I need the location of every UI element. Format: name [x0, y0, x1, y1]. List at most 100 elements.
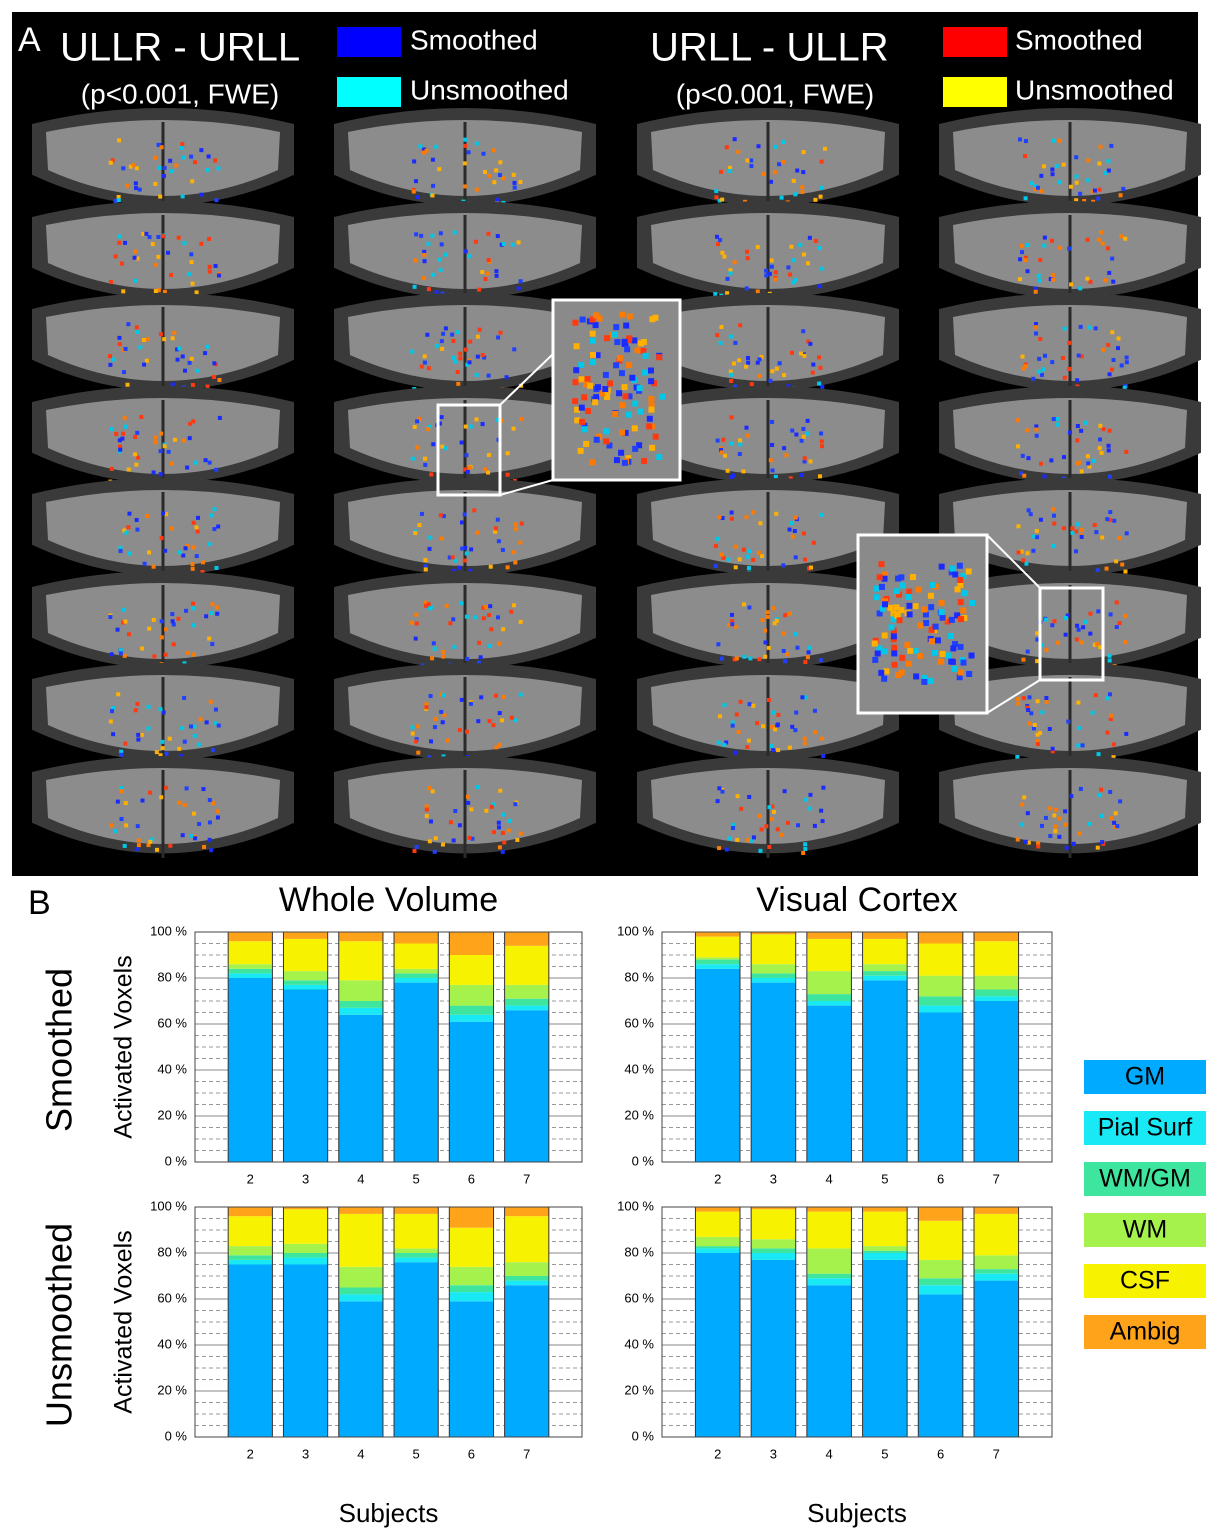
inset-blob: [599, 390, 606, 397]
bar-segment: [338, 1287, 383, 1295]
activation-blob: [1021, 696, 1026, 701]
activation-blob: [519, 521, 524, 526]
bar-segment: [806, 1285, 852, 1437]
inset-blob: [656, 354, 663, 361]
activation-blob: [156, 234, 161, 239]
activation-blob: [118, 651, 123, 656]
activation-blob: [187, 436, 192, 441]
bar-segment: [918, 1278, 963, 1286]
activation-blob: [462, 512, 467, 517]
activation-blob: [734, 624, 739, 629]
bar-segment: [283, 1264, 328, 1437]
activation-blob: [110, 158, 115, 163]
activation-blob: [177, 800, 182, 805]
legend-label: WM/GM: [1099, 1165, 1191, 1193]
activation-blob: [180, 354, 185, 359]
inset-blob: [642, 369, 649, 376]
activation-blob: [747, 702, 752, 707]
activation-blob: [137, 187, 142, 192]
activation-blob: [1107, 692, 1112, 697]
activation-blob: [715, 438, 720, 443]
activation-blob: [1023, 196, 1028, 201]
activation-blob: [421, 150, 426, 155]
activation-blob: [191, 606, 196, 611]
activation-blob: [453, 359, 458, 364]
activation-blob: [424, 702, 429, 707]
activation-blob: [1074, 198, 1079, 203]
activation-blob: [787, 745, 792, 750]
activation-blob: [1106, 342, 1111, 347]
legend-swatch: [943, 27, 1007, 57]
x-tick-label: 7: [993, 1171, 1000, 1186]
inset-blob: [651, 380, 658, 387]
activation-blob: [755, 360, 760, 365]
activation-blob: [428, 819, 433, 824]
bar-segment: [751, 1259, 796, 1437]
activation-blob: [150, 837, 155, 842]
activation-blob: [728, 369, 733, 374]
bar-segment: [283, 971, 328, 981]
activation-blob: [1035, 699, 1040, 704]
activation-blob: [1017, 277, 1022, 282]
activation-blob: [734, 712, 739, 717]
activation-blob: [1079, 534, 1084, 539]
activation-blob: [1108, 789, 1113, 794]
bar-segment: [862, 932, 908, 939]
x-tick-label: 3: [770, 1171, 777, 1186]
activation-blob: [1019, 549, 1024, 554]
activation-blob: [443, 252, 448, 257]
activation-blob: [115, 799, 120, 804]
activation-blob: [467, 465, 472, 470]
activation-blob: [819, 185, 824, 190]
inset-blob: [647, 367, 654, 374]
inset-blob: [873, 594, 880, 601]
inset-blob: [626, 361, 633, 368]
activation-blob: [1080, 640, 1085, 645]
activation-blob: [730, 720, 735, 725]
activation-blob: [518, 179, 523, 184]
activation-blob: [1078, 786, 1083, 791]
activation-blob: [1049, 458, 1054, 463]
inset-blob: [939, 614, 946, 621]
activation-blob: [718, 341, 723, 346]
activation-blob: [194, 290, 199, 295]
zoom-connector: [986, 534, 1041, 589]
activation-blob: [799, 438, 804, 443]
activation-blob: [512, 185, 517, 190]
inset-blob: [912, 647, 919, 654]
activation-blob: [1024, 561, 1029, 566]
activation-blob: [439, 339, 444, 344]
inset-blob: [921, 606, 928, 613]
x-tick-label: 3: [302, 1171, 309, 1186]
bar-segment: [504, 1207, 549, 1217]
activation-blob: [430, 233, 435, 238]
activation-blob: [776, 748, 781, 753]
activation-blob: [744, 286, 749, 291]
inset-blob: [633, 384, 640, 391]
activation-blob: [751, 510, 756, 515]
activation-blob: [422, 354, 427, 359]
activation-blob: [1095, 568, 1100, 573]
bar-segment: [394, 1262, 439, 1437]
activation-blob: [732, 137, 737, 142]
activation-blob: [184, 786, 189, 791]
activation-blob: [782, 789, 787, 794]
activation-blob: [1039, 823, 1044, 828]
y-tick-label: 20 %: [157, 1382, 187, 1397]
activation-blob: [792, 258, 797, 263]
activation-blob: [169, 169, 174, 174]
inset-blob: [619, 402, 626, 409]
activation-blob: [199, 192, 204, 197]
activation-blob: [1087, 464, 1092, 469]
bar-segment: [974, 989, 1019, 997]
activation-blob: [727, 836, 732, 841]
activation-blob: [1114, 600, 1119, 605]
activation-blob: [1124, 355, 1129, 360]
activation-blob: [730, 622, 735, 627]
activation-blob: [1119, 363, 1124, 368]
activation-blob: [733, 565, 738, 570]
bar-segment: [228, 1216, 273, 1247]
bar-segment: [394, 982, 439, 1162]
activation-blob: [185, 465, 190, 470]
activation-blob: [511, 603, 516, 608]
